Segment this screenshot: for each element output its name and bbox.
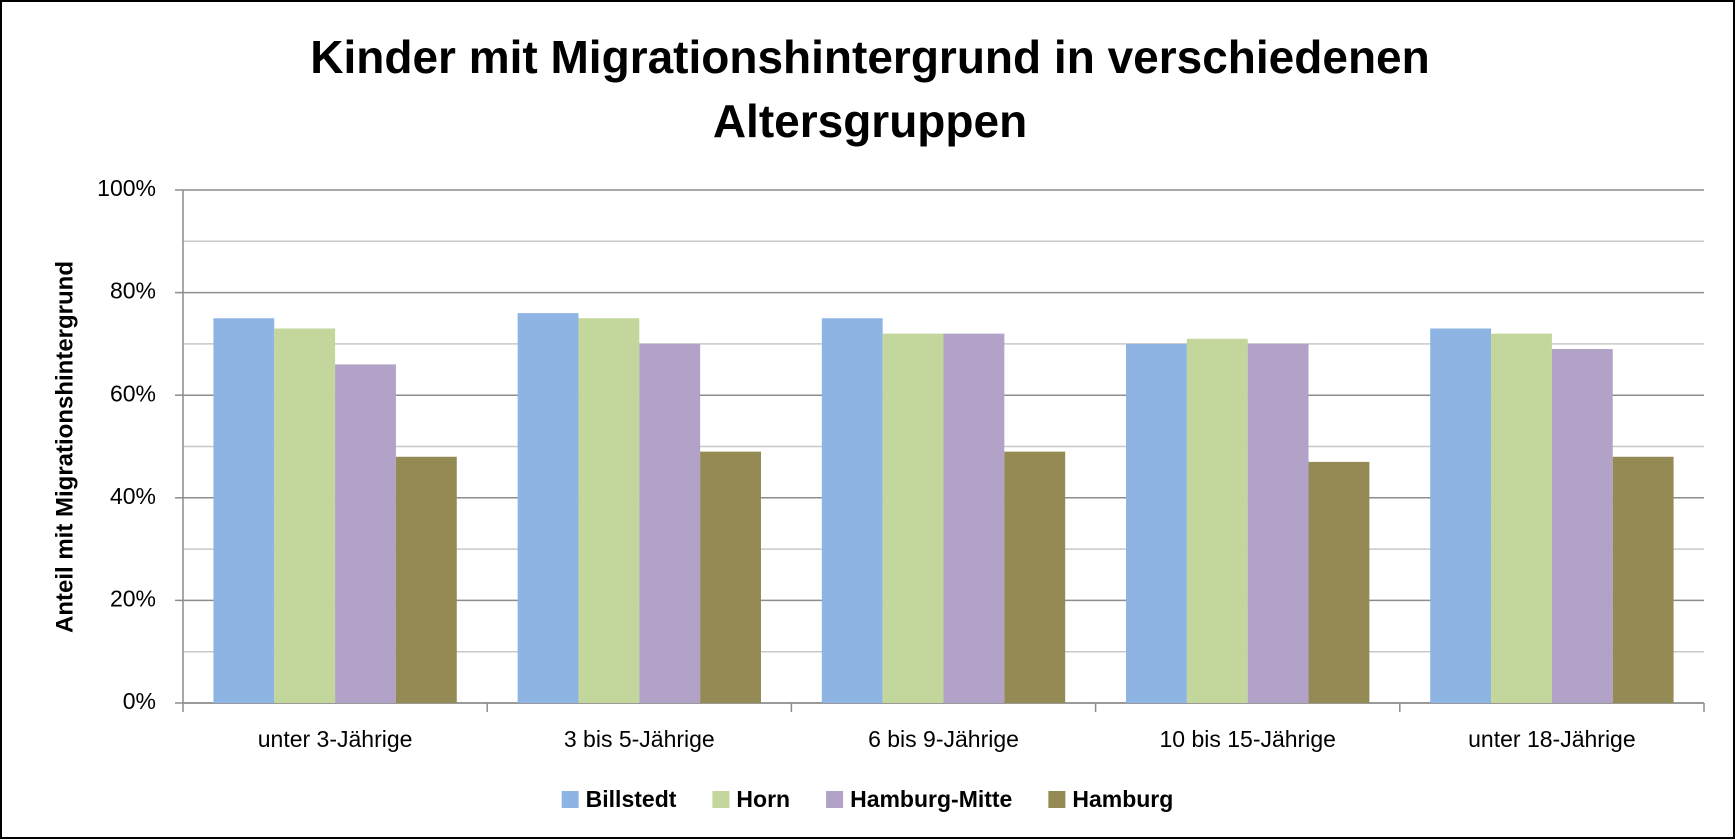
bar (821, 318, 883, 703)
bar (700, 451, 761, 703)
x-tick-label: unter 3-Jährige (258, 726, 413, 752)
legend-label: Hamburg (1072, 786, 1173, 812)
bar (517, 313, 579, 703)
bar (274, 328, 336, 703)
y-tick-label: 20% (110, 585, 156, 611)
legend-swatch (826, 791, 844, 808)
bar (1612, 456, 1674, 703)
x-tick-label: 6 bis 9-Jährige (868, 726, 1019, 752)
y-axis-label: Anteil mit Migrationshintergrund (51, 261, 78, 633)
bar (1186, 338, 1248, 703)
legend-label: Hamburg-Mitte (850, 786, 1012, 812)
y-tick-label: 80% (110, 278, 156, 304)
legend-label: Horn (736, 786, 790, 812)
bar (1551, 349, 1613, 703)
y-tick-label: 40% (110, 483, 156, 509)
bar (639, 343, 701, 703)
bar (213, 318, 275, 703)
legend-swatch (712, 791, 730, 808)
bar (1004, 451, 1066, 703)
x-tick-label: unter 18-Jährige (1468, 726, 1636, 752)
bar (1308, 461, 1370, 703)
y-tick-label: 100% (97, 175, 156, 201)
chart-title: Kinder mit Migrationshintergrund in vers… (310, 31, 1429, 83)
bar (882, 333, 944, 703)
bar (1126, 343, 1187, 703)
bar (395, 456, 457, 703)
bar (943, 333, 1005, 703)
bar (1430, 328, 1492, 703)
legend-swatch (561, 791, 579, 808)
bar (578, 318, 640, 703)
y-tick-label: 0% (123, 688, 156, 714)
x-tick-label: 10 bis 15-Jährige (1159, 726, 1335, 752)
bar (1247, 343, 1309, 703)
legend-swatch (1048, 791, 1066, 808)
x-tick-label: 3 bis 5-Jährige (564, 726, 715, 752)
bar (335, 364, 396, 703)
chart-title: Altersgruppen (713, 95, 1027, 147)
bar (1491, 333, 1552, 703)
legend-label: Billstedt (586, 786, 677, 812)
y-tick-label: 60% (110, 380, 156, 406)
